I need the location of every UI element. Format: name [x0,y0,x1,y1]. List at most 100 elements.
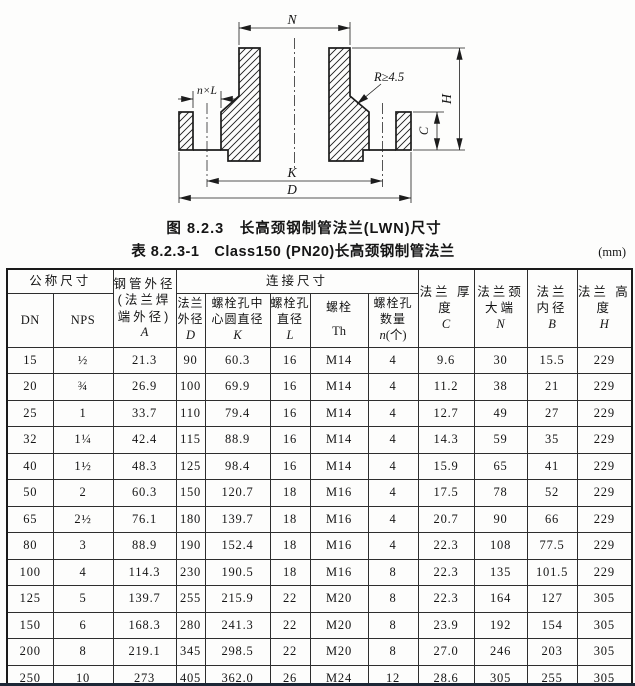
table-cell: 17.5 [417,479,475,507]
dim-label-N: N [286,12,297,27]
table-cell: 305 [576,585,633,613]
table-cell: M16 [309,532,369,560]
table-cell: 8 [367,611,419,639]
dimension-table: 公称尺寸 钢管外径 (法兰焊 端外径) A 连接尺寸 法兰 厚度 C 法兰颈 大 [6,268,634,686]
table-cell: 22 [269,585,311,613]
table-cell: M24 [309,664,369,686]
col-header-pipe-od: 钢管外径 (法兰焊 端外径) A [112,268,177,348]
table-cell: 41 [526,452,578,480]
table-cell: 164 [473,585,528,613]
table-cell: 241.3 [204,611,271,639]
dim-label-K: K [286,165,297,180]
table-cell: M14 [309,426,369,454]
table-cell: 2½ [52,505,114,533]
table-cell: 4 [52,558,114,586]
table-cell: 60.3 [204,346,271,374]
table-cell: 190.5 [204,558,271,586]
table-cell: M16 [309,505,369,533]
dim-label-H: H [440,93,455,105]
table-cell: 101.5 [526,558,578,586]
table-cell: 22 [269,611,311,639]
table-cell: 8 [52,638,114,666]
table-cell: 120.7 [204,479,271,507]
table-row: 25 1 33.7 110 79.4 16 M14 4 12.7 49 27 229 [6,399,633,427]
table-cell: 4 [367,532,419,560]
flange-section-body [178,47,412,162]
table-cell: 15.9 [417,452,475,480]
table-cell: 66 [526,505,578,533]
col-header-flange-od: 法兰 外径 D [175,292,206,348]
table-cell: 255 [175,585,206,613]
table-cell: 4 [367,399,419,427]
table-cell: 154 [526,611,578,639]
table-cell: 229 [576,558,633,586]
table-cell: 90 [175,346,206,374]
table-cell: 190 [175,532,206,560]
col-header-dn: DN [6,292,54,348]
table-cell: 30 [473,346,528,374]
table-cell: 16 [269,452,311,480]
table-cell: 125 [175,452,206,480]
table-cell: 180 [175,505,206,533]
table-cell: 59 [473,426,528,454]
table-cell: 32 [6,426,54,454]
col-header-bolt-circle: 螺栓孔中 心圆直径 K [204,292,271,348]
table-cell: 12 [367,664,419,686]
table-cell: 18 [269,505,311,533]
col-header-bolt: 螺栓 Th [309,292,369,348]
table-cell: 20 [6,373,54,401]
table-cell: 52 [526,479,578,507]
table-cell: ½ [52,346,114,374]
table-cell: 229 [576,452,633,480]
table-cell: 27 [526,399,578,427]
table-cell: 26.9 [112,373,177,401]
table-cell: 16 [269,346,311,374]
table-cell: 78 [473,479,528,507]
table-cell: 100 [6,558,54,586]
table-cell: 1¼ [52,426,114,454]
centerlines [206,38,383,187]
table-body: 15 ½ 21.3 90 60.3 16 M14 4 9.6 30 15.5 229 20 ¾ 26.9 10… [6,346,633,686]
table-cell: 280 [175,611,206,639]
table-cell: 1½ [52,452,114,480]
table-cell: 33.7 [112,399,177,427]
table-cell: 127 [526,585,578,613]
table-cell: 15 [6,346,54,374]
table-cell: 3 [52,532,114,560]
table-cell: 6 [52,611,114,639]
table-cell: M14 [309,399,369,427]
table-row: 80 3 88.9 190 152.4 18 M16 4 22.3 108 77.5 229 [6,532,633,560]
table-cell: 150 [175,479,206,507]
table-cell: 65 [473,452,528,480]
table-cell: 152.4 [204,532,271,560]
col-header-neck-big-end: 法兰颈 大端 N [473,268,528,348]
table-cell: 168.3 [112,611,177,639]
table-row: 32 1¼ 42.4 115 88.9 16 M14 4 14.3 59 35 229 [6,426,633,454]
table-cell: 8 [367,585,419,613]
table-cell: 16 [269,373,311,401]
dim-label-nxL: n×L [197,85,217,97]
table-cell: 48.3 [112,452,177,480]
table-cell: 4 [367,373,419,401]
table-cell: 8 [367,558,419,586]
table-cell: 229 [576,479,633,507]
table-cell: 18 [269,532,311,560]
table-cell: 76.1 [112,505,177,533]
flange-ring-right [395,111,412,151]
table-row: 125 5 139.7 255 215.9 22 M20 8 22.3 164 127 305 [6,585,633,613]
table-cell: 10 [52,664,114,686]
dimension-lines [178,22,465,203]
table-row: 200 8 219.1 345 298.5 22 M20 8 27.0 246 203 305 [6,638,633,666]
table-caption: 表 8.2.3-1 Class150 (PN20)长高颈钢制管法兰 [131,244,455,260]
table-cell: 215.9 [204,585,271,613]
table-cell: 4 [367,505,419,533]
table-header: 公称尺寸 钢管外径 (法兰焊 端外径) A 连接尺寸 法兰 厚度 C 法兰颈 大 [6,268,633,348]
table-cell: 229 [576,346,633,374]
table-cell: 345 [175,638,206,666]
table-cell: 90 [473,505,528,533]
table-cell: 18 [269,479,311,507]
table-cell: 42.4 [112,426,177,454]
table-cell: M20 [309,638,369,666]
table-cell: 108 [473,532,528,560]
